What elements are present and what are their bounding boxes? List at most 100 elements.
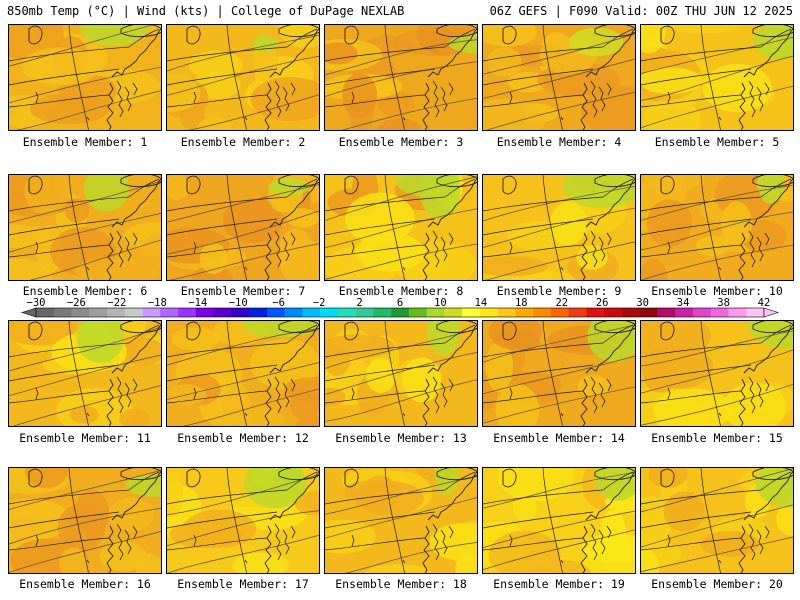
ensemble-member-label: Ensemble Member: 17 [177,577,309,591]
ensemble-member-map [8,320,162,427]
geographic-outline [422,28,477,130]
geographic-outline [422,471,477,573]
temperature-shading [222,198,284,244]
temperature-shading [119,408,151,426]
colorbar-tick-label: 2 [356,297,362,309]
temperature-field [9,468,161,573]
geographic-outline [509,91,564,121]
colorbar-tick-label: −22 [107,297,126,309]
colorbar-tick-label: −10 [229,297,248,309]
geographic-outline [580,324,635,426]
geographic-outline [264,324,319,426]
temperature-shading [569,27,624,57]
temperature-shading [495,384,540,426]
ensemble-member-label: Ensemble Member: 4 [496,135,622,149]
temperature-shading [429,522,477,562]
temperature-field [325,25,477,130]
colorbar-segment [550,308,569,317]
temperature-shading [427,321,460,356]
geographic-outline [641,468,792,573]
geographic-outline [274,80,296,118]
ensemble-member-map [482,174,636,281]
geographic-outline [590,80,612,118]
temperature-shading [99,541,147,572]
geographic-outline [660,321,793,341]
ensemble-member-label: Ensemble Member: 15 [651,431,783,445]
colorbar-segment [479,308,498,317]
geographic-outline [116,376,138,414]
height-contour [641,504,793,548]
colorbar-low-arrow [21,307,37,318]
geographic-outline [748,230,770,268]
temperature-shading [643,359,678,393]
geographic-outline [344,175,477,195]
colorbar-segment [515,308,534,317]
height-contour [483,58,635,99]
colorbar-segment [178,308,197,317]
colorbar-segment [568,308,587,317]
colorbar-segment [89,308,108,317]
temperature-shading [9,258,53,280]
geographic-outline [264,178,319,280]
geographic-outline [502,468,635,488]
geographic-outline [167,25,318,130]
geographic-outline [28,25,161,45]
geographic-outline [274,376,296,414]
temperature-shading [702,63,772,113]
temperature-shading [775,501,793,537]
colorbar-high-arrow [763,307,779,318]
temperature-shading [641,548,660,573]
height-contour [485,241,635,280]
colorbar-segment [249,308,268,317]
ensemble-member-map [8,24,162,131]
geographic-outline [193,534,248,564]
temperature-shading [108,497,154,532]
geographic-outline [483,175,634,280]
geographic-outline [325,25,476,130]
height-contour [167,534,319,573]
temperature-shading [75,258,158,280]
colorbar-tick-label: −2 [313,297,326,309]
ensemble-member-map [324,320,478,427]
ensemble-member-map [640,24,794,131]
height-contour [641,85,793,129]
colorbar-segment [444,308,463,317]
temperature-shading [76,321,125,363]
geographic-outline [9,321,160,426]
colorbar-segment [320,308,339,317]
geographic-outline [35,241,90,271]
geographic-outline [502,25,635,45]
temperature-field [483,175,635,280]
colorbar-segment [36,308,55,317]
temperature-shading [325,42,358,65]
geographic-outline [274,523,296,561]
height-contour [167,510,319,547]
height-contour [341,97,477,130]
colorbar-segment [604,308,623,317]
geographic-outline [116,523,138,561]
colorbar-segment [355,308,374,317]
geographic-outline [351,91,406,121]
height-contour [483,529,635,571]
colorbar-segment [497,308,516,317]
colorbar-segment [195,308,214,317]
geographic-outline [660,25,793,45]
colorbar-tick-label: 38 [717,297,730,309]
height-contour [345,542,477,573]
height-contour [483,33,635,75]
temperature-shading [757,175,784,205]
colorbar-tick-label: 14 [475,297,488,309]
ensemble-member-label: Ensemble Member: 6 [22,284,148,298]
geographic-outline [580,178,635,280]
temperature-shading [663,491,705,532]
geographic-outline [509,241,564,271]
ensemble-member-map [324,174,478,281]
geographic-outline [667,534,722,564]
ensemble-member-map [8,174,162,281]
geographic-outline [738,471,793,573]
temperature-field [483,468,635,573]
height-contour [325,208,477,249]
ensemble-member-label: Ensemble Member: 8 [338,284,464,298]
height-contour [167,210,319,255]
geographic-outline [106,178,161,280]
